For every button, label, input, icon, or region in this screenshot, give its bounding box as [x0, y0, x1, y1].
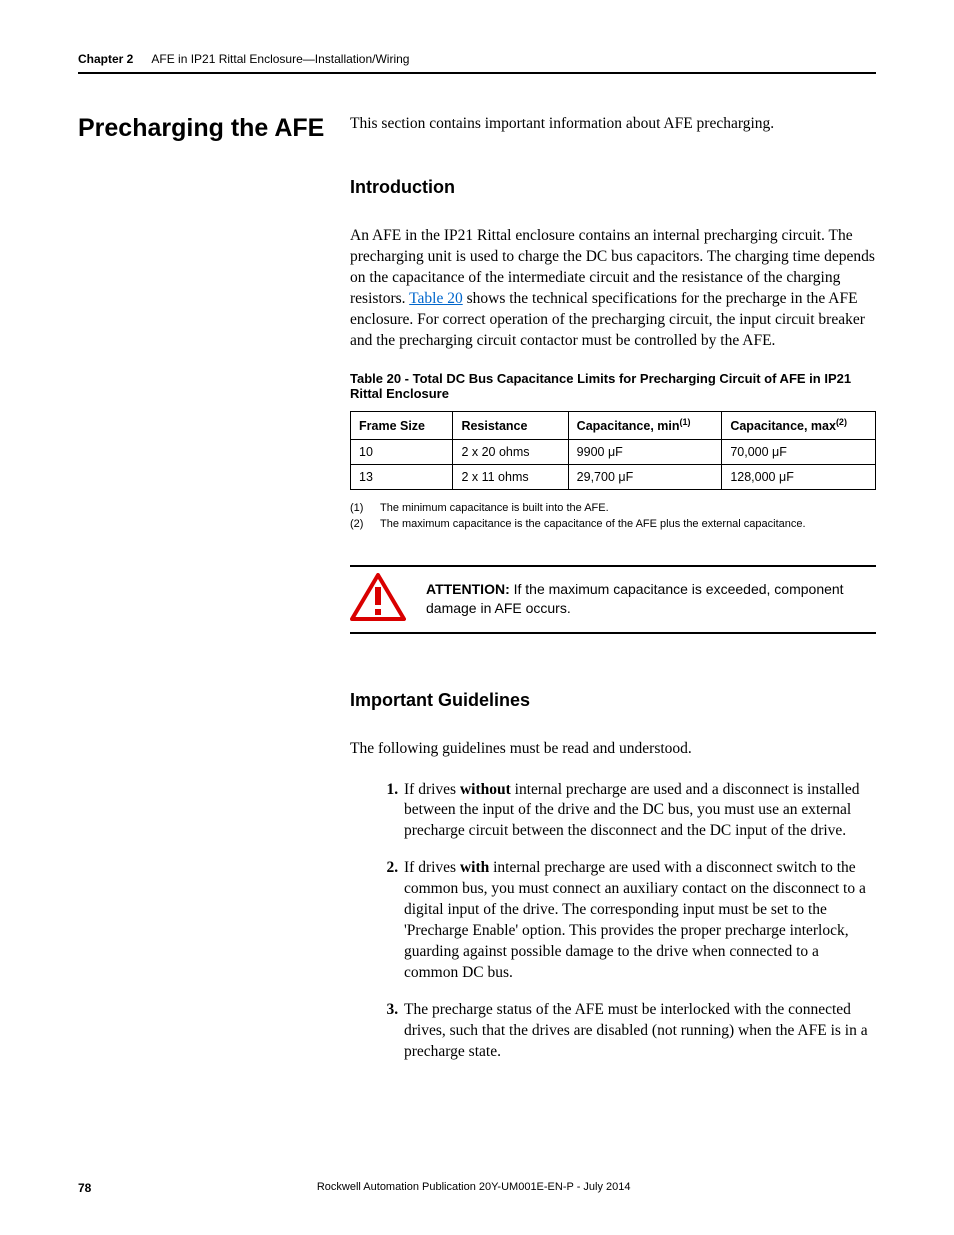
col-label: Capacitance, min	[577, 420, 680, 434]
intro-lead: This section contains important informat…	[350, 114, 876, 135]
attention-text: ATTENTION: If the maximum capacitance is…	[426, 580, 876, 618]
footnote: (1) The minimum capacitance is built int…	[350, 500, 876, 517]
right-column: This section contains important informat…	[350, 114, 876, 1079]
introduction-heading: Introduction	[350, 177, 876, 198]
footnote-num: (1)	[350, 500, 370, 517]
col-cap-max: Capacitance, max(2)	[722, 412, 876, 439]
col-resistance: Resistance	[453, 412, 568, 439]
seg: internal precharge are used with a disco…	[404, 859, 866, 981]
cell: 128,000 μF	[722, 464, 876, 489]
guidelines-list: If drives without internal precharge are…	[350, 780, 876, 1063]
introduction-paragraph: An AFE in the IP21 Rittal enclosure cont…	[350, 226, 876, 352]
table-row: 13 2 x 11 ohms 29,700 μF 128,000 μF	[351, 464, 876, 489]
table-header-row: Frame Size Resistance Capacitance, min(1…	[351, 412, 876, 439]
col-frame-size: Frame Size	[351, 412, 453, 439]
cell: 70,000 μF	[722, 439, 876, 464]
guidelines-lead: The following guidelines must be read an…	[350, 739, 876, 760]
left-column: Precharging the AFE	[78, 114, 330, 1079]
seg: If drives	[404, 781, 460, 798]
col-label: Capacitance, max	[730, 420, 836, 434]
col-sup: (2)	[836, 417, 847, 427]
table-caption: Table 20 - Total DC Bus Capacitance Limi…	[350, 371, 876, 401]
publication-id: Rockwell Automation Publication 20Y-UM00…	[91, 1181, 856, 1195]
page-footer: 78 Rockwell Automation Publication 20Y-U…	[78, 1181, 876, 1195]
page-number: 78	[78, 1181, 91, 1195]
cell: 2 x 11 ohms	[453, 464, 568, 489]
footnote-text: The maximum capacitance is the capacitan…	[380, 516, 806, 533]
page-header: Chapter 2 AFE in IP21 Rittal Enclosure—I…	[78, 52, 876, 66]
header-title: AFE in IP21 Rittal Enclosure—Installatio…	[151, 52, 409, 66]
col-sup: (1)	[680, 417, 691, 427]
cell: 2 x 20 ohms	[453, 439, 568, 464]
header-chapter: Chapter 2	[78, 52, 133, 66]
footer-spacer	[856, 1181, 876, 1195]
header-rule	[78, 72, 876, 74]
cell: 9900 μF	[568, 439, 722, 464]
table-20-link[interactable]: Table 20	[409, 290, 463, 307]
cell: 13	[351, 464, 453, 489]
footnote: (2) The maximum capacitance is the capac…	[350, 516, 876, 533]
guideline-item: If drives without internal precharge are…	[402, 780, 876, 843]
col-label: Resistance	[461, 420, 527, 434]
bold: without	[460, 781, 511, 798]
table-footnotes: (1) The minimum capacitance is built int…	[350, 500, 876, 533]
guidelines-heading: Important Guidelines	[350, 690, 876, 711]
warning-icon	[350, 573, 406, 626]
cell: 29,700 μF	[568, 464, 722, 489]
capacitance-table: Frame Size Resistance Capacitance, min(1…	[350, 411, 876, 489]
seg: If drives	[404, 859, 460, 876]
col-cap-min: Capacitance, min(1)	[568, 412, 722, 439]
attention-block: ATTENTION: If the maximum capacitance is…	[350, 565, 876, 634]
seg: The precharge status of the AFE must be …	[404, 1001, 868, 1060]
bold: with	[460, 859, 489, 876]
cell: 10	[351, 439, 453, 464]
guideline-item: If drives with internal precharge are us…	[402, 858, 876, 984]
section-title: Precharging the AFE	[78, 114, 330, 143]
table-row: 10 2 x 20 ohms 9900 μF 70,000 μF	[351, 439, 876, 464]
guideline-item: The precharge status of the AFE must be …	[402, 1000, 876, 1063]
attention-label: ATTENTION:	[426, 581, 510, 597]
col-label: Frame Size	[359, 420, 425, 434]
footnote-num: (2)	[350, 516, 370, 533]
footnote-text: The minimum capacitance is built into th…	[380, 500, 609, 517]
main-content: Precharging the AFE This section contain…	[78, 114, 876, 1079]
